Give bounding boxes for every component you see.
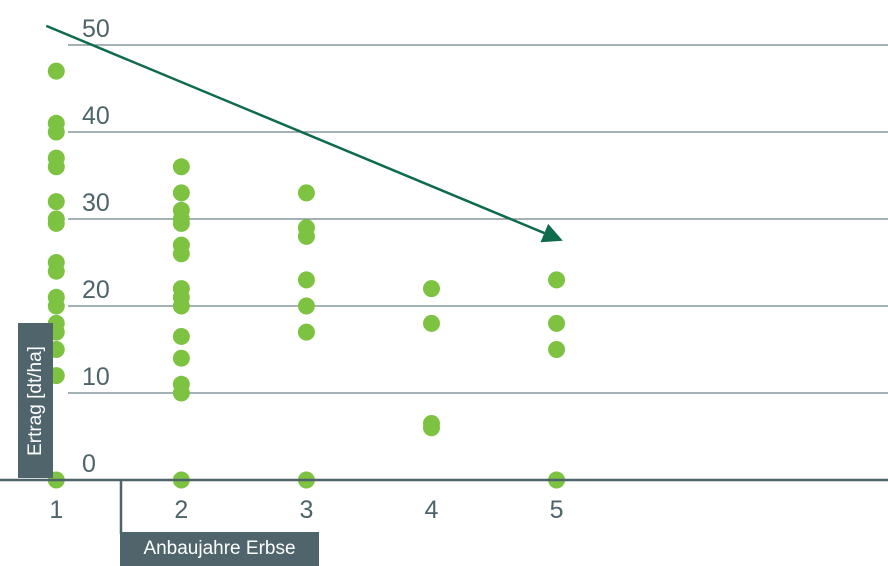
x-tick-label: 1 <box>49 496 63 524</box>
y-tick-labels: 0 10 20 30 40 50 <box>82 15 110 478</box>
data-point <box>297 323 315 341</box>
data-point <box>172 297 190 315</box>
data-point <box>47 123 65 141</box>
x-tick-label: 2 <box>174 496 188 524</box>
data-point <box>47 193 65 211</box>
trend-arrow-line <box>45 24 545 235</box>
y-axis-label-box: Ertrag [dt/ha] <box>18 323 53 478</box>
y-tick-label: 50 <box>82 15 110 43</box>
data-point <box>172 349 190 367</box>
y-axis-label: Ertrag [dt/ha] <box>24 345 46 456</box>
data-point <box>47 214 65 232</box>
data-point <box>172 384 190 402</box>
data-point <box>422 280 440 298</box>
y-tick-label: 0 <box>82 450 96 478</box>
data-point <box>47 262 65 280</box>
data-point <box>422 314 440 332</box>
data-points <box>47 62 566 489</box>
data-point <box>422 419 440 437</box>
data-point <box>297 184 315 202</box>
grid-lines <box>68 44 888 394</box>
data-point <box>47 158 65 176</box>
x-tick-label: 4 <box>425 496 439 524</box>
x-tick-label: 5 <box>550 496 564 524</box>
y-tick-label: 40 <box>82 102 110 130</box>
y-tick-label: 20 <box>82 276 110 304</box>
data-point <box>47 297 65 315</box>
x-tick-labels: 1 2 3 4 5 <box>49 496 563 524</box>
data-point <box>548 271 566 289</box>
data-point <box>297 227 315 245</box>
trend-arrow <box>45 24 563 243</box>
data-point <box>172 158 190 176</box>
y-tick-label: 10 <box>82 363 110 391</box>
data-point <box>172 327 190 345</box>
trend-arrow-head <box>540 223 563 243</box>
x-tick-label: 3 <box>299 496 313 524</box>
y-tick-label: 30 <box>82 189 110 217</box>
data-point <box>47 62 65 80</box>
data-point <box>297 297 315 315</box>
data-point <box>172 214 190 232</box>
data-point <box>172 184 190 202</box>
data-point <box>297 271 315 289</box>
data-point <box>172 245 190 263</box>
data-point <box>548 341 566 358</box>
data-point <box>548 314 566 332</box>
x-axis-label: Anbaujahre Erbse <box>143 538 296 559</box>
x-axis-label-box: Anbaujahre Erbse <box>120 532 319 566</box>
